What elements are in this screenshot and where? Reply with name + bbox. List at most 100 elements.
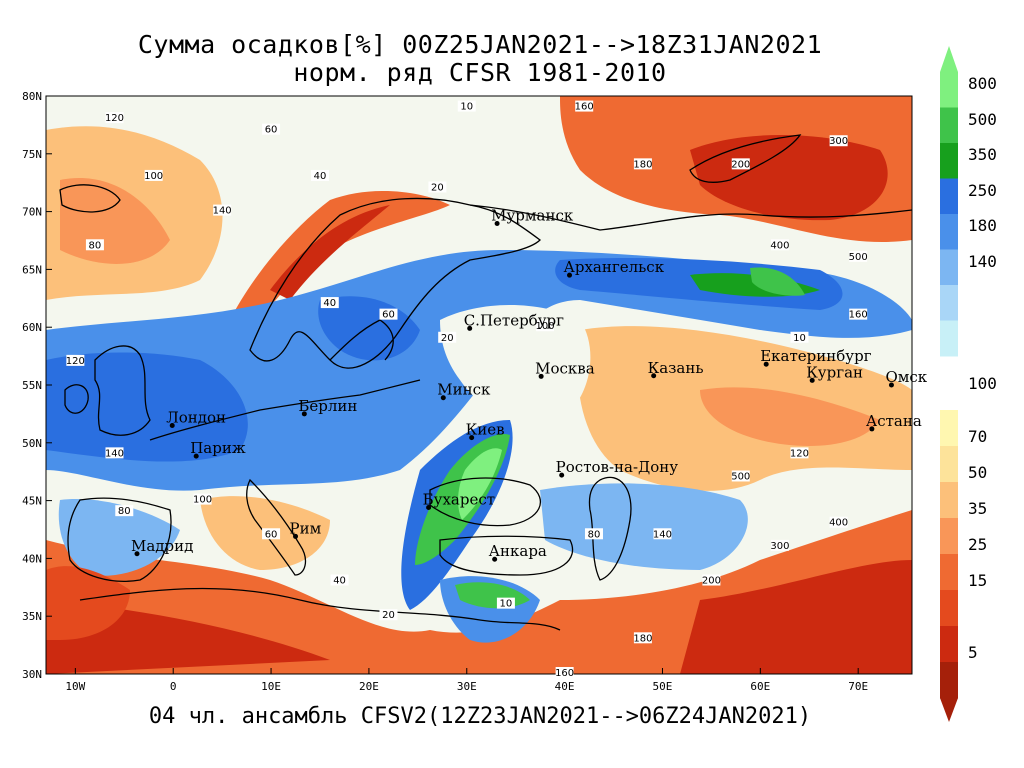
contour-label-bg bbox=[457, 100, 476, 112]
city-label: Курган bbox=[806, 363, 863, 381]
city-marker bbox=[467, 325, 473, 331]
contour-label: 20 bbox=[382, 610, 395, 621]
city-label: Лондон bbox=[166, 408, 226, 426]
city-marker bbox=[651, 373, 657, 379]
lon-tick-label: 60E bbox=[750, 680, 770, 693]
colorbar-swatch bbox=[940, 178, 958, 215]
contour-label: 140 bbox=[213, 206, 232, 217]
contour-label: 140 bbox=[653, 529, 672, 540]
contour-label: 100 bbox=[193, 495, 212, 506]
contour-label-bg bbox=[849, 308, 868, 320]
colorbar-swatch bbox=[940, 662, 958, 699]
contour-label: 10 bbox=[500, 599, 513, 610]
city-marker bbox=[494, 221, 500, 227]
city-label: Мадрид bbox=[131, 537, 193, 555]
lon-tick-label: 70E bbox=[848, 680, 868, 693]
colorbar-lower-arrow bbox=[940, 698, 958, 722]
city-marker bbox=[492, 556, 498, 562]
lon-tick-label: 50E bbox=[653, 680, 673, 693]
contour-label: 80 bbox=[118, 506, 131, 517]
colorbar-swatch bbox=[940, 626, 958, 663]
colorbar-label: 500 bbox=[968, 109, 997, 129]
lat-tick-label: 30N bbox=[22, 668, 42, 681]
contour-label: 40 bbox=[323, 298, 336, 309]
contour-label-bg bbox=[438, 331, 457, 343]
contour-label-bg bbox=[829, 516, 848, 528]
contour-label: 120 bbox=[66, 356, 85, 367]
lat-tick-label: 45N bbox=[22, 495, 42, 508]
contour-label: 300 bbox=[829, 136, 848, 147]
city-label: С.Петербург bbox=[464, 311, 564, 329]
city-marker bbox=[809, 377, 815, 383]
city-marker bbox=[426, 505, 432, 511]
contour-label-bg bbox=[702, 574, 721, 586]
colorbar-label: 25 bbox=[968, 535, 988, 554]
contour-label: 200 bbox=[731, 159, 750, 170]
lat-tick-label: 60N bbox=[22, 321, 42, 334]
colorbar-upper-arrow bbox=[940, 46, 958, 72]
colorbar-swatch bbox=[940, 214, 958, 250]
contour-label-bg bbox=[310, 169, 329, 181]
contour-label: 80 bbox=[588, 529, 601, 540]
contour-label-bg bbox=[85, 239, 104, 251]
contour-label-bg bbox=[790, 331, 809, 343]
contour-label-bg bbox=[849, 250, 868, 262]
contour-label-bg bbox=[105, 447, 124, 459]
city-label: Москва bbox=[535, 359, 595, 377]
city-marker bbox=[169, 422, 175, 428]
colorbar-swatch bbox=[940, 249, 958, 286]
contour-label: 80 bbox=[89, 240, 102, 251]
colorbar-swatch bbox=[940, 482, 958, 519]
contour-label: 20 bbox=[441, 333, 454, 344]
latitude-axis: 80N 75N 70N 65N 60N 55N 50N 45N 40N 35N 30N bbox=[22, 90, 52, 681]
contour-label-bg bbox=[731, 158, 750, 170]
contour-label-bg bbox=[829, 135, 848, 147]
contour-label: 160 bbox=[575, 102, 594, 113]
contour-label-bg bbox=[555, 667, 574, 678]
colorbar-label: 800 bbox=[968, 74, 997, 93]
lat-tick-label: 70N bbox=[22, 206, 42, 219]
contour-label: 180 bbox=[633, 633, 652, 644]
lon-tick-label: 0 bbox=[170, 680, 177, 693]
lat-tick-label: 50N bbox=[22, 437, 42, 450]
precipitation-field bbox=[46, 96, 912, 674]
city-label: Мурманск bbox=[491, 207, 574, 225]
contour-label: 200 bbox=[702, 576, 721, 587]
contour-label-bg bbox=[115, 505, 134, 517]
contour-label-bg bbox=[105, 112, 124, 124]
contour-label-bg bbox=[330, 574, 349, 586]
contour-label-bg bbox=[536, 320, 555, 332]
lat-tick-label: 75N bbox=[22, 148, 42, 161]
city-marker bbox=[559, 472, 565, 478]
colorbar-label: 140 bbox=[968, 251, 997, 271]
contour-label-bg bbox=[193, 493, 212, 505]
contour-label: 400 bbox=[770, 240, 789, 251]
city-marker bbox=[301, 411, 307, 417]
colorbar-swatch bbox=[940, 446, 958, 483]
contour-label-bg bbox=[213, 204, 232, 216]
contour-label: 40 bbox=[333, 576, 346, 587]
contour-label: 10 bbox=[793, 333, 806, 344]
lon-tick-label: 40E bbox=[555, 680, 575, 693]
colorbar-swatch bbox=[940, 410, 958, 447]
lat-tick-label: 80N bbox=[22, 90, 42, 103]
city-label: Бухарест bbox=[423, 491, 495, 509]
contour-label: 60 bbox=[265, 125, 278, 136]
contour-label-bg bbox=[575, 100, 594, 112]
ensemble-caption: 04 чл. ансамбль CFSV2(12Z23JAN2021-->06Z… bbox=[148, 704, 812, 729]
contour-label-bg bbox=[262, 123, 281, 135]
city-marker bbox=[538, 373, 544, 379]
contour-label: 160 bbox=[555, 668, 574, 679]
city-marker bbox=[869, 426, 875, 432]
contour-label: 160 bbox=[849, 310, 868, 321]
city-label: Астана bbox=[866, 412, 922, 430]
city-label: Ростов-на-Дону bbox=[556, 458, 679, 476]
city-label: Минск bbox=[437, 381, 491, 399]
city-label: Екатеринбург bbox=[760, 347, 871, 365]
colorbar-label: 70 bbox=[968, 427, 988, 446]
city-markers: Мурманск Архангельск С.Петербург Москва Каза… bbox=[131, 207, 928, 562]
colorbar-label: 5 bbox=[968, 643, 978, 662]
contour-label: 120 bbox=[790, 448, 809, 459]
contour-label: 180 bbox=[633, 159, 652, 170]
contour-label: 300 bbox=[770, 541, 789, 552]
